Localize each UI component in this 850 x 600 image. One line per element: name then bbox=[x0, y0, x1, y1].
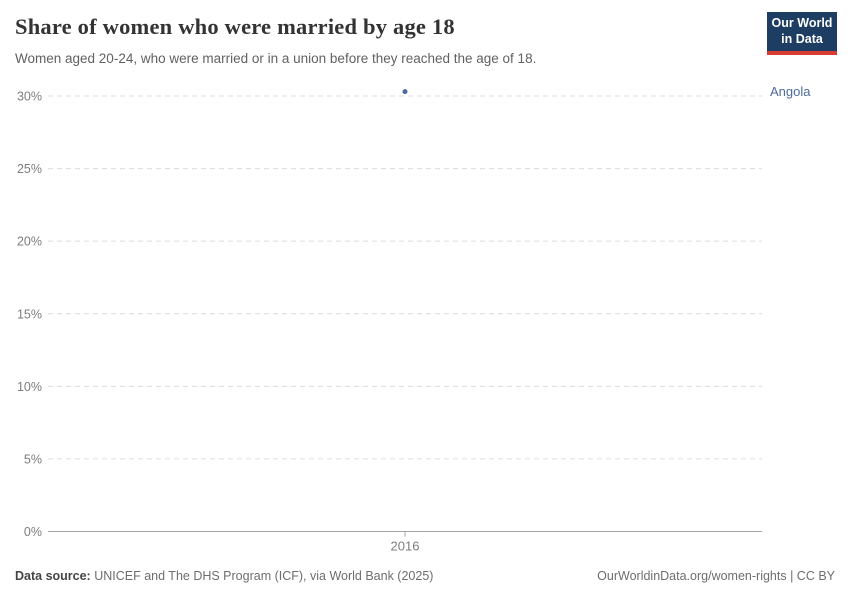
y-axis-tick-label: 0% bbox=[24, 525, 42, 539]
chart-title: Share of women who were married by age 1… bbox=[15, 14, 455, 39]
y-axis-tick-label: 5% bbox=[24, 452, 42, 466]
data-source-text: UNICEF and The DHS Program (ICF), via Wo… bbox=[90, 569, 434, 583]
y-axis-tick-label: 25% bbox=[17, 162, 42, 176]
data-source: Data source: UNICEF and The DHS Program … bbox=[15, 569, 433, 583]
owid-logo: Our World in Data bbox=[767, 12, 837, 55]
y-axis-tick-label: 20% bbox=[17, 235, 42, 249]
y-axis-tick-label: 30% bbox=[17, 90, 42, 104]
data-source-label: Data source: bbox=[15, 569, 91, 583]
chart-subtitle: Women aged 20-24, who were married or in… bbox=[15, 51, 537, 66]
y-axis-tick-label: 15% bbox=[17, 307, 42, 321]
y-axis-tick-label: 10% bbox=[17, 380, 42, 394]
data-point bbox=[402, 89, 408, 95]
owid-logo-line2: in Data bbox=[781, 31, 823, 46]
x-axis-tick-label: 2016 bbox=[391, 539, 420, 554]
owid-logo-line1: Our World bbox=[771, 15, 833, 30]
entity-label: Angola bbox=[770, 84, 811, 99]
license-note: OurWorldinData.org/women-rights | CC BY bbox=[597, 569, 835, 583]
